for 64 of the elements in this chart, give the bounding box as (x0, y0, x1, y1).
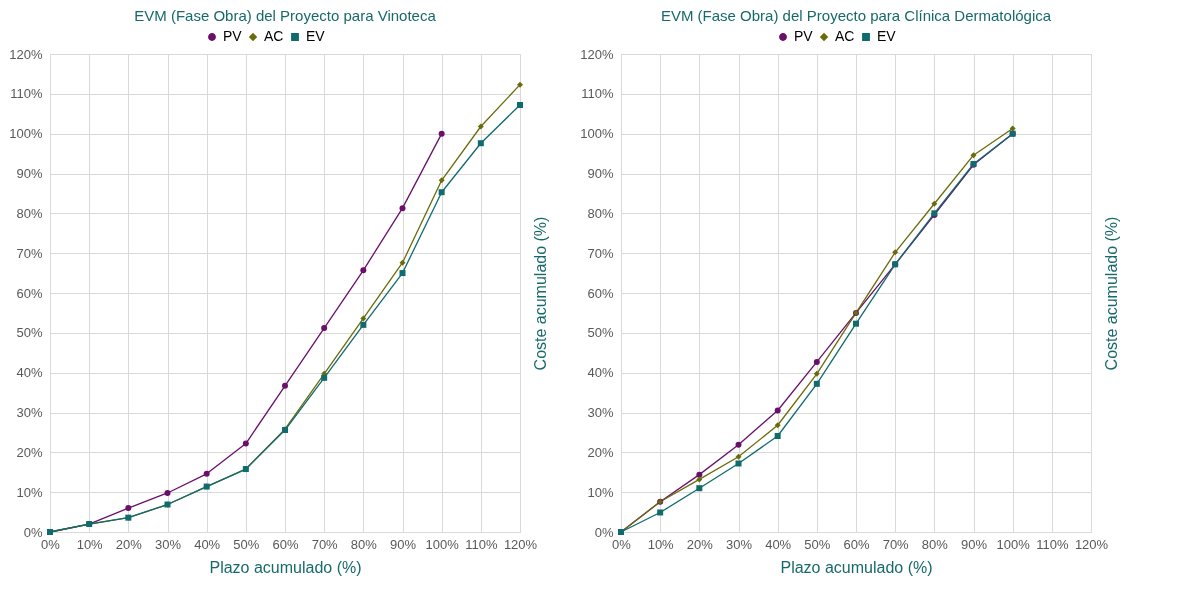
x-tick-label: 60% (843, 536, 870, 552)
x-tick-label: 70% (311, 536, 339, 552)
x-tick-label: 50% (233, 536, 260, 552)
y-tick-label: 100% (9, 126, 43, 142)
y-tick-label: 10% (16, 484, 43, 500)
legend-label: AC (264, 28, 284, 44)
x-tick-label: 30% (154, 536, 182, 552)
x-tick-label: 100% (425, 536, 460, 552)
y-axis-title: Coste acumulado (%) (531, 216, 549, 371)
x-tick-label: 10% (647, 536, 675, 552)
y-tick-label: 90% (16, 166, 43, 181)
y-tick-label: 110% (10, 86, 43, 102)
chart-title: EVM (Fase Obra) del Proyecto para Vinoteca (134, 7, 437, 24)
x-tick-label: 40% (765, 536, 792, 552)
x-tick-label: 120% (1074, 536, 1109, 552)
x-tick-label: 10% (76, 536, 104, 552)
y-axis-title: Coste acumulado (%) (1102, 216, 1120, 371)
y-tick-label: 20% (587, 444, 614, 460)
y-tick-label: 40% (587, 365, 614, 381)
y-tick-label: 120% (580, 46, 614, 62)
x-tick-label: 90% (389, 536, 417, 552)
x-tick-label: 20% (115, 536, 143, 552)
y-tick-label: 80% (587, 205, 614, 221)
legend-label: PV (794, 28, 814, 44)
y-tick-label: 40% (16, 365, 43, 381)
x-tick-label: 20% (686, 536, 714, 552)
legend-label: PV (223, 28, 243, 44)
y-tick-label: 60% (587, 285, 614, 301)
x-tick-label: 110% (1036, 536, 1069, 552)
legend-label: AC (835, 28, 855, 44)
y-tick-label: 70% (587, 245, 614, 261)
y-tick-label: 60% (16, 285, 43, 301)
x-tick-label: 110% (465, 536, 498, 552)
legend-label: EV (306, 28, 326, 44)
legend-label: EV (877, 28, 897, 44)
y-tick-label: 30% (587, 405, 614, 420)
chart-title: EVM (Fase Obra) del Proyecto para Clínica Dermatológica (660, 7, 1052, 24)
y-tick-label: 120% (9, 46, 43, 62)
y-tick-label: 50% (587, 325, 614, 341)
x-tick-label: 40% (194, 536, 221, 552)
y-tick-label: 50% (16, 325, 43, 341)
x-tick-label: 120% (503, 536, 538, 552)
x-tick-label: 70% (882, 536, 910, 552)
y-tick-label: 70% (16, 245, 43, 261)
y-tick-label: 30% (16, 405, 43, 420)
x-tick-label: 90% (960, 536, 988, 552)
x-tick-label: 80% (921, 536, 949, 552)
y-tick-label: 90% (587, 166, 614, 181)
x-tick-label: 60% (272, 536, 299, 552)
y-tick-label: 10% (587, 484, 614, 500)
x-tick-label: 0% (612, 536, 632, 552)
y-tick-label: 0% (594, 524, 614, 540)
y-tick-label: 80% (16, 205, 43, 221)
y-tick-label: 20% (16, 444, 43, 460)
y-tick-label: 100% (580, 126, 614, 142)
y-tick-label: 110% (581, 86, 614, 102)
x-tick-label: 80% (350, 536, 378, 552)
x-tick-label: 30% (725, 536, 753, 552)
x-axis-title: Plazo acumulado (%) (209, 558, 362, 576)
x-tick-label: 0% (41, 536, 61, 552)
x-tick-label: 100% (996, 536, 1031, 552)
x-tick-label: 50% (804, 536, 831, 552)
y-tick-label: 0% (23, 524, 43, 540)
x-axis-title: Plazo acumulado (%) (780, 558, 933, 576)
